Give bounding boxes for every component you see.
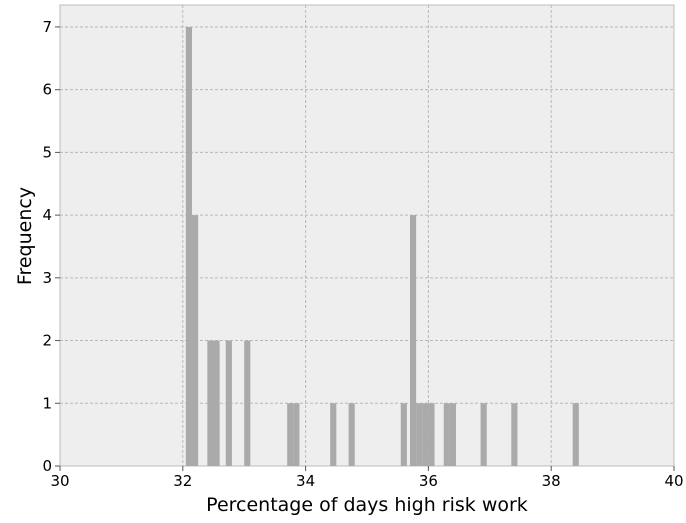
histogram-bar xyxy=(572,403,579,466)
x-axis-ticks: 30 32 34 36 38 40 xyxy=(50,466,684,490)
x-tick-label: 40 xyxy=(664,472,683,490)
y-tick-label: 4 xyxy=(42,206,52,224)
x-axis-label: Percentage of days high risk work xyxy=(206,494,528,516)
x-tick-label: 30 xyxy=(50,472,69,490)
histogram-bar xyxy=(330,403,337,466)
histogram-bar xyxy=(416,403,423,466)
histogram-bar xyxy=(287,403,294,466)
histogram-bars xyxy=(185,26,579,466)
y-tick-label: 0 xyxy=(42,457,52,475)
histogram-bar xyxy=(192,215,199,466)
histogram-bar xyxy=(293,403,300,466)
histogram-bar xyxy=(422,403,429,466)
y-tick-label: 1 xyxy=(42,394,52,412)
x-tick-label: 32 xyxy=(173,472,192,490)
y-tick-label: 5 xyxy=(42,143,52,161)
y-tick-label: 6 xyxy=(42,81,52,99)
histogram-bar xyxy=(443,403,450,466)
x-tick-label: 34 xyxy=(296,472,315,490)
y-tick-label: 7 xyxy=(42,18,52,36)
histogram-bar xyxy=(400,403,407,466)
histogram-bar xyxy=(225,340,232,466)
histogram-bar xyxy=(213,340,220,466)
x-tick-label: 38 xyxy=(542,472,561,490)
grid-lines xyxy=(60,5,674,466)
histogram-bar xyxy=(185,26,193,466)
y-tick-label: 2 xyxy=(42,332,52,350)
histogram-bar xyxy=(244,340,251,466)
histogram-bar xyxy=(409,215,417,466)
y-axis-ticks: 0 1 2 3 4 5 6 7 xyxy=(42,18,60,475)
histogram-bar xyxy=(449,403,457,466)
histogram-bar xyxy=(207,340,214,466)
histogram-bar xyxy=(480,403,487,466)
x-tick-label: 36 xyxy=(419,472,438,490)
plot-background xyxy=(59,4,675,467)
y-axis-label: Frequency xyxy=(14,187,36,285)
histogram-bar xyxy=(511,403,518,466)
histogram-bar xyxy=(428,403,435,466)
histogram-bar xyxy=(348,403,355,466)
y-tick-label: 3 xyxy=(42,269,52,287)
